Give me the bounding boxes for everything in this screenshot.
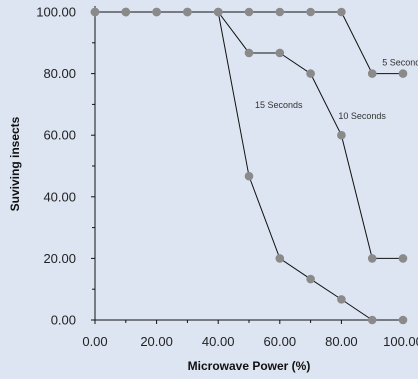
x-tick-label: 60.00 [264, 334, 297, 349]
y-tick-label: 100.00 [36, 5, 76, 20]
data-point [398, 254, 408, 263]
data-point [275, 48, 285, 58]
data-point [121, 7, 131, 17]
y-tick-label: 80.00 [43, 66, 76, 81]
data-point [244, 7, 254, 17]
series-points [90, 7, 408, 325]
data-point [183, 7, 192, 17]
data-point [90, 7, 100, 17]
data-point [275, 254, 285, 263]
series-labels: 5 Seconds 10 Seconds 15 Seconds [255, 58, 418, 122]
data-point [213, 7, 223, 17]
data-point [337, 130, 346, 140]
series-label: 5 Seconds [382, 58, 418, 68]
data-point [306, 7, 315, 17]
y-tick-label: 60.00 [43, 128, 76, 143]
y-axis-title: Suviving insects [8, 116, 22, 211]
y-tick-label: 0.00 [51, 313, 76, 328]
x-tick-label: 40.00 [202, 334, 235, 349]
data-point [244, 171, 254, 181]
data-point [337, 295, 346, 304]
axis-ticks: 0.00 20.00 40.00 60.00 80.00 100.00 0.00 20.00 4… [36, 5, 418, 350]
data-point [275, 7, 285, 17]
data-point [244, 48, 254, 58]
series-label: 15 Seconds [255, 100, 303, 110]
x-tick-label: 20.00 [140, 334, 173, 349]
data-point [398, 69, 408, 78]
data-point [398, 315, 408, 325]
x-tick-label: 100.00 [383, 334, 418, 349]
x-tick-label: 80.00 [325, 334, 358, 349]
data-point [306, 69, 315, 78]
data-point [152, 7, 161, 17]
data-point [367, 315, 377, 325]
y-tick-label: 40.00 [43, 189, 76, 204]
x-axis-title: Microwave Power (%) [188, 359, 311, 373]
data-point [337, 7, 346, 17]
y-tick-label: 20.00 [43, 251, 76, 266]
data-point [367, 69, 377, 78]
series-label: 10 Seconds [338, 111, 386, 121]
data-point [306, 274, 315, 284]
data-point [367, 254, 377, 263]
x-tick-label: 0.00 [82, 334, 107, 349]
